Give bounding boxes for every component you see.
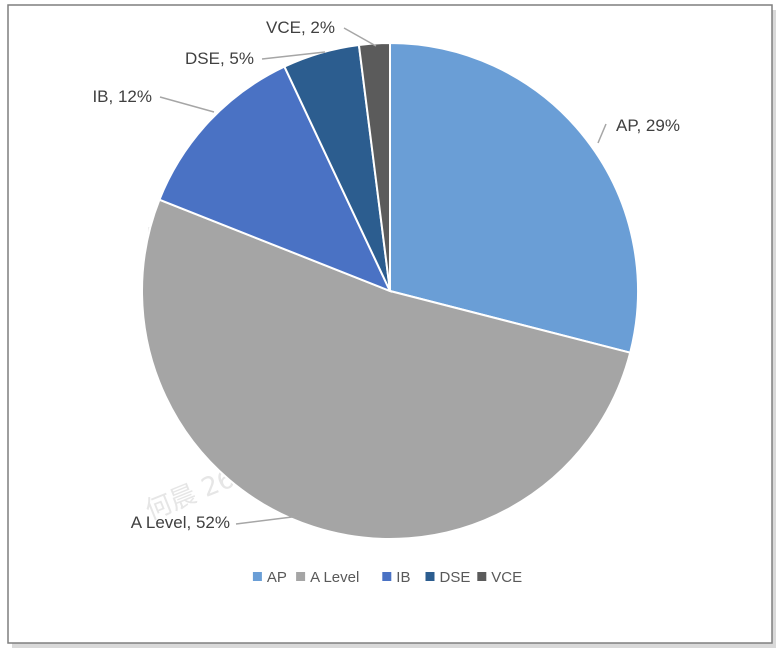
data-labels: AP, 29% A Level, 52% IB, 12% DSE, 5% VCE, 2%: [92, 18, 680, 532]
legend-label: AP: [267, 569, 287, 586]
pie-slices: [141, 41, 639, 540]
legend-swatch: [296, 572, 306, 581]
legend-swatch: [382, 572, 392, 581]
legend: AP A Level IB DSE VCE: [252, 569, 522, 586]
leader-line: [261, 51, 326, 60]
leader-line: [597, 123, 607, 144]
legend-swatch: [425, 572, 435, 581]
data-label: AP, 29%: [616, 116, 680, 135]
leader-line: [343, 27, 377, 47]
data-label: DSE, 5%: [185, 49, 254, 68]
data-label: VCE, 2%: [266, 18, 335, 37]
legend-swatch: [477, 572, 487, 581]
legend-label: DSE: [440, 569, 471, 586]
data-label: A Level, 52%: [131, 513, 230, 532]
legend-label: A Level: [310, 569, 359, 586]
legend-label: IB: [396, 569, 410, 586]
data-label: IB, 12%: [92, 87, 152, 106]
leader-line: [235, 515, 301, 525]
pie-slice-ap: [389, 41, 639, 354]
pie-slice-ib: [158, 65, 392, 293]
leader-line: [159, 96, 215, 113]
legend-label: VCE: [491, 569, 522, 586]
pie-slice-vce: [357, 41, 391, 292]
leader-lines: [159, 27, 607, 525]
pie-slice-a-level: [141, 198, 632, 540]
legend-swatch: [252, 572, 262, 581]
